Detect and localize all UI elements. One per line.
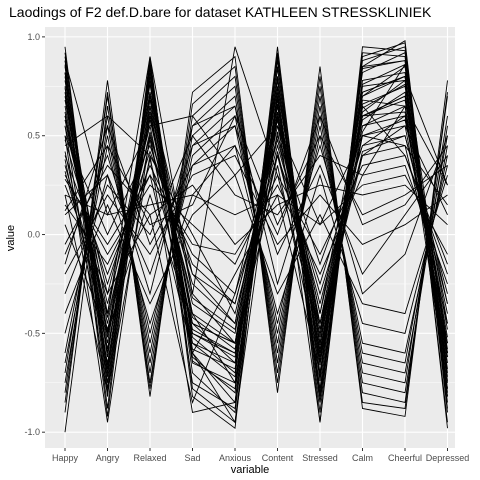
y-tick-label: -0.5 — [24, 328, 40, 338]
x-tick-label-sad: Sad — [184, 453, 200, 463]
series-line-53 — [64, 75, 448, 405]
series-line-52 — [64, 105, 448, 374]
y-axis-title: value — [5, 225, 17, 251]
series-line-45 — [64, 96, 448, 410]
y-tick-label: 1.0 — [27, 32, 40, 42]
x-tick-label-happy: Happy — [52, 453, 79, 463]
y-tick-label: -1.0 — [24, 427, 40, 437]
series-line-36 — [64, 164, 448, 285]
series-line-47 — [64, 145, 448, 344]
chart-title: Laodings of F2 def.D.bare for dataset KA… — [9, 4, 432, 20]
y-tick-label: 0.5 — [27, 131, 40, 141]
series-line-38 — [64, 99, 448, 338]
y-axis: 1.0 0.5 0.0 -0.5 -1.0 — [24, 32, 45, 437]
x-tick-label-cheerful: Cheerful — [388, 453, 422, 463]
x-tick-label-relaxed: Relaxed — [133, 453, 166, 463]
series-line-51 — [64, 114, 448, 265]
y-tick-label: 0.0 — [27, 230, 40, 240]
x-tick-label-angry: Angry — [96, 453, 120, 463]
series-line-55 — [64, 76, 448, 413]
x-axis: Happy Angry Relaxed Sad Anxious Content Stress… — [52, 448, 469, 463]
x-tick-label-depressed: Depressed — [426, 453, 470, 463]
series-lines — [64, 40, 448, 433]
series-line-49 — [64, 72, 448, 369]
x-tick-label-stressed: Stressed — [302, 453, 338, 463]
plot-panel — [45, 27, 455, 448]
series-line-39 — [64, 119, 448, 314]
series-line-54 — [64, 60, 448, 383]
series-line-42 — [64, 164, 448, 246]
x-tick-label-calm: Calm — [352, 453, 373, 463]
x-tick-label-anxious: Anxious — [219, 453, 252, 463]
x-axis-title: variable — [231, 464, 270, 476]
x-tick-label-content: Content — [262, 453, 294, 463]
series-line-56 — [64, 60, 448, 424]
